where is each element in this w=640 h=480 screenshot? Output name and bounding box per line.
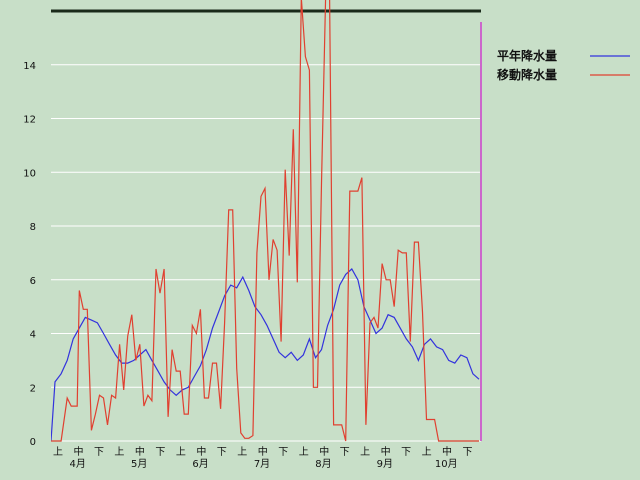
x-month-label: 6月 (192, 458, 208, 470)
x-month-label: 10月 (435, 458, 458, 470)
x-subtick-label: 中 (319, 445, 329, 458)
x-subtick-label: 中 (73, 445, 83, 458)
x-subtick-label: 中 (381, 445, 391, 458)
y-tick-label: 14 (23, 61, 36, 72)
series-layer (51, 0, 480, 442)
series-line-normal (51, 268, 480, 442)
x-subtick-label: 中 (258, 445, 268, 458)
y-tick-label: 8 (30, 222, 36, 233)
x-subtick-label: 上 (53, 446, 63, 458)
x-subtick-label: 中 (442, 445, 452, 458)
y-tick-label: 12 (23, 115, 36, 126)
x-month-label: 5月 (131, 458, 147, 470)
grid-layer (51, 64, 481, 388)
x-month-label: 9月 (377, 458, 393, 470)
x-subtick-label: 下 (217, 447, 227, 458)
x-subtick-label: 下 (401, 447, 411, 458)
x-subtick-label: 下 (94, 447, 104, 458)
y-tick-label: 4 (30, 330, 36, 341)
y-tick-label: 0 (30, 437, 36, 448)
legend: 平年降水量 移動降水量 (497, 48, 630, 82)
x-month-label: 8月 (315, 458, 331, 470)
x-subtick-label: 下 (278, 447, 288, 458)
x-month-label: 7月 (254, 458, 270, 470)
series-line-moving (51, 0, 479, 442)
x-subtick-label: 上 (176, 446, 186, 458)
x-subtick-label: 下 (340, 447, 350, 458)
y-tick-label: 6 (30, 276, 36, 287)
legend-label-normal: 平年降水量 (497, 48, 557, 63)
x-subtick-label: 上 (114, 446, 124, 458)
x-subtick-label: 上 (422, 446, 432, 458)
x-subtick-label: 下 (155, 447, 165, 458)
x-subtick-label: 上 (299, 446, 309, 458)
y-tick-label: 10 (23, 168, 36, 179)
x-subtick-label: 中 (196, 445, 206, 458)
x-subtick-label: 中 (135, 445, 145, 458)
x-subtick-label: 上 (360, 446, 370, 458)
axis-layer: 02468101214上中下4月上中下5月上中下6月上中下7月上中下8月上中下9… (23, 9, 482, 470)
x-subtick-label: 下 (463, 447, 473, 458)
legend-label-moving: 移動降水量 (497, 67, 557, 82)
x-month-label: 4月 (70, 458, 86, 470)
x-subtick-label: 上 (237, 446, 247, 458)
y-tick-label: 2 (30, 383, 36, 394)
